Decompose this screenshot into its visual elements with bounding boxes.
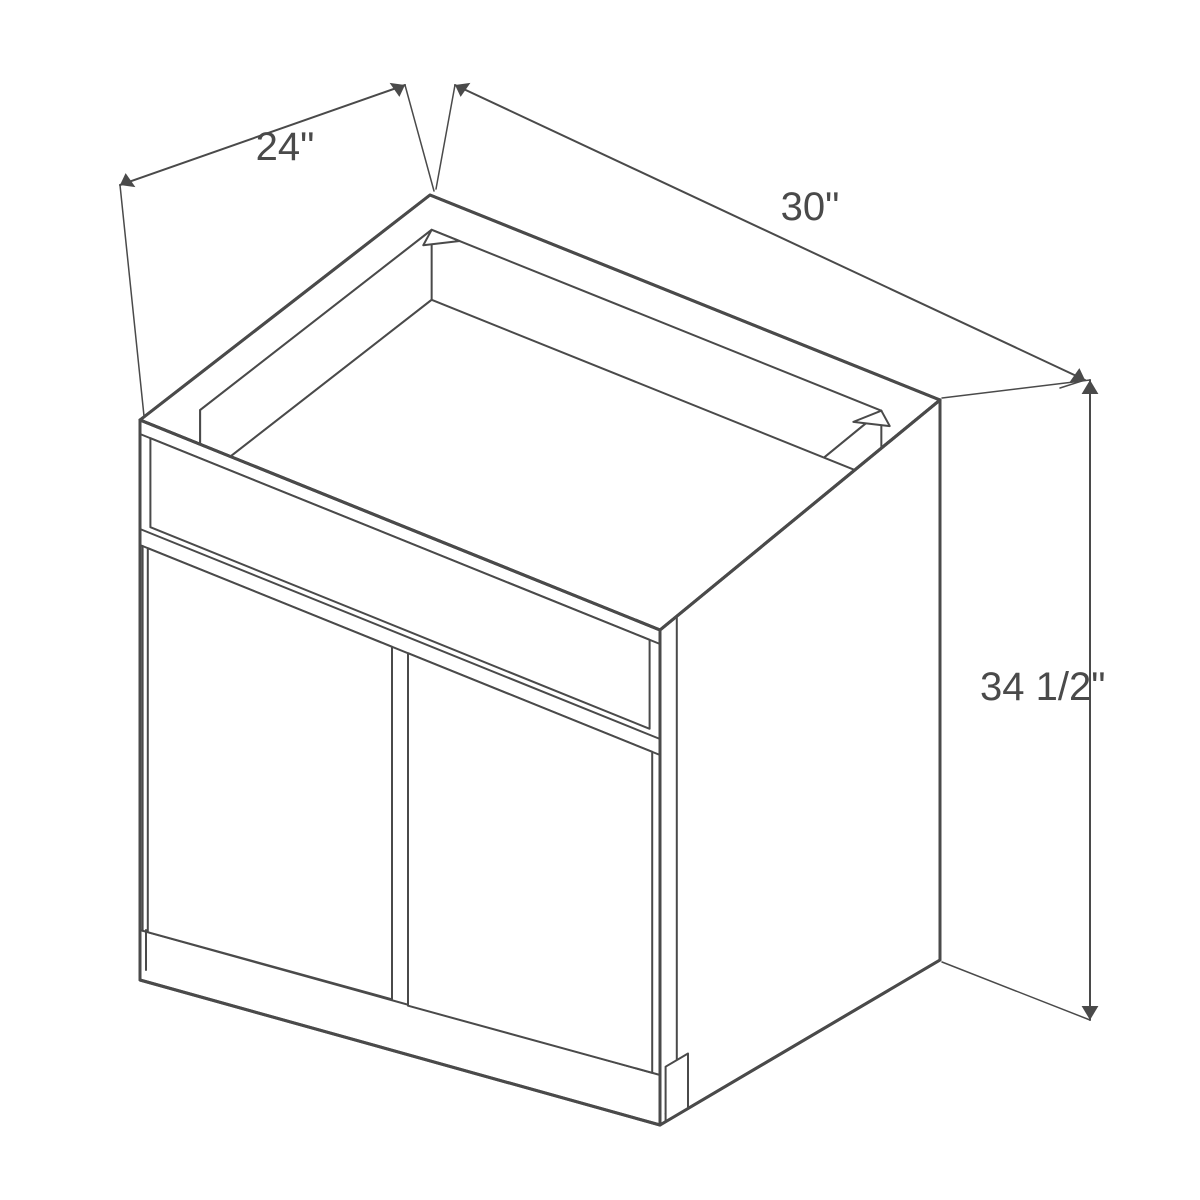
- dimension-width-label: 30": [781, 185, 840, 229]
- cabinet-isometric-diagram: 24" 30" 34 1/2": [0, 0, 1200, 1200]
- dimension-height-label: 34 1/2": [980, 665, 1105, 709]
- dimension-depth-label: 24": [256, 125, 315, 169]
